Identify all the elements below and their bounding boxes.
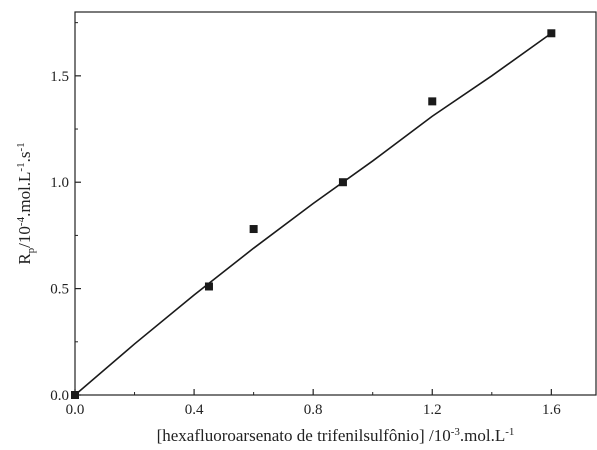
x-axis-title-part: [hexafluoroarsenato de trifenilsulfônio]… (157, 426, 451, 445)
x-tick-label: 1.2 (423, 402, 442, 418)
y-axis-title-part: -1 (15, 162, 27, 171)
x-tick-label: 1.6 (542, 402, 561, 418)
data-point (249, 225, 258, 234)
x-axis-title-part: -1 (505, 426, 514, 438)
x-axis-title: [hexafluoroarsenato de trifenilsulfônio]… (157, 426, 515, 445)
data-point (547, 29, 556, 38)
data-point (428, 97, 437, 106)
y-axis-title-part: /10 (15, 226, 34, 248)
x-tick-label: 0.4 (185, 402, 204, 418)
fit-line (74, 32, 552, 396)
x-axis-title-part: -3 (451, 426, 461, 438)
y-axis-title-part: -4 (15, 216, 27, 226)
plot-frame (74, 11, 597, 396)
y-axis-title-part: -1 (15, 142, 27, 151)
data-point (204, 282, 213, 291)
y-axis-title-part: .s (15, 152, 34, 163)
x-tick-label: 0.8 (304, 402, 323, 418)
y-axis-title: Rp/10-4.mol.L-1.s-1 (15, 142, 37, 264)
x-tick-label: 0.0 (66, 402, 85, 418)
x-axis-title-part: .mol.L (460, 426, 505, 445)
y-axis-title-part: R (15, 253, 34, 265)
y-tick-label: 0.5 (50, 282, 69, 298)
y-tick-label: 1.5 (50, 69, 69, 85)
axes (74, 11, 597, 396)
y-tick-label: 1.0 (50, 175, 69, 191)
axis-labels: 0.0 0.4 0.8 1.2 1.6 0.0 0.5 1.0 1.5 [hexafluoroar… (15, 69, 561, 445)
y-tick-label: 0.0 (50, 388, 69, 404)
y-axis-title-part: p (25, 247, 37, 253)
y-axis-title-part: .mol.L (15, 172, 34, 217)
plot-marks (71, 29, 556, 399)
